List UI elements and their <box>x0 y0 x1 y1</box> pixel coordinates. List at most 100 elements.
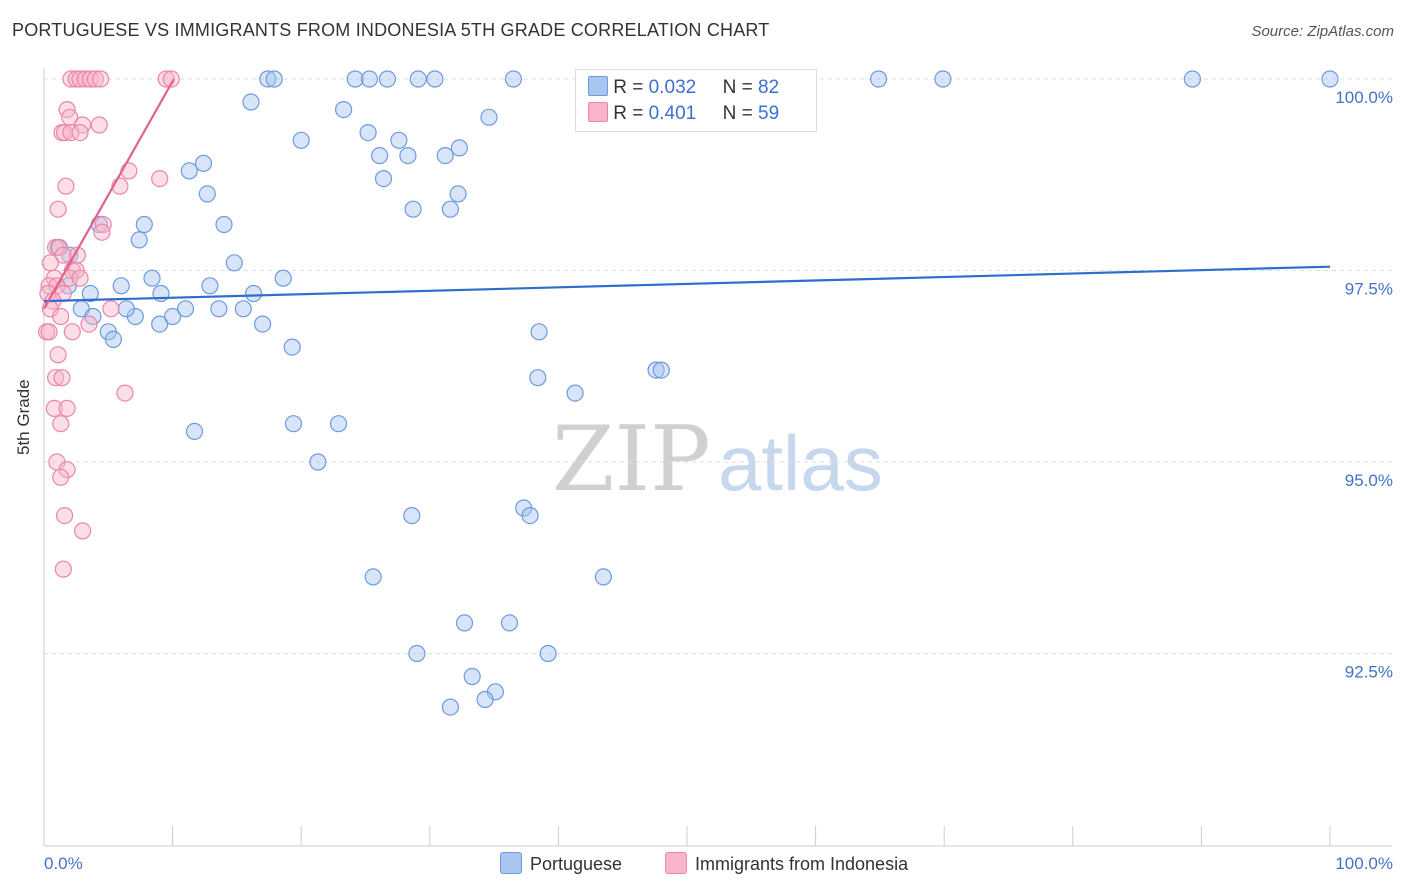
legend-r-value: 0.032 <box>648 77 697 98</box>
portuguese-point <box>265 70 283 88</box>
portuguese-point <box>408 644 426 663</box>
portuguese-point <box>594 568 613 586</box>
y-tick-label: 100.0% <box>1335 88 1393 107</box>
portuguese-point <box>476 690 494 709</box>
indonesia-point <box>45 399 63 417</box>
legend-r-label: R = <box>613 103 644 124</box>
indonesia-point <box>53 369 71 387</box>
indonesia-point <box>62 124 80 142</box>
indonesia-point <box>63 323 81 341</box>
indonesia-point <box>157 70 175 88</box>
portuguese-point <box>869 70 888 88</box>
portuguese-point <box>176 300 195 318</box>
watermark-atlas: atlas <box>718 419 883 507</box>
portuguese-point <box>647 361 665 379</box>
portuguese-point <box>117 300 135 318</box>
indonesia-point <box>57 177 75 195</box>
indonesia-point <box>120 162 138 180</box>
trend-lines <box>43 78 1331 310</box>
legend-n-label: N = <box>722 77 753 98</box>
indonesia-point <box>102 300 120 318</box>
correlation-legend: R = 0.032 N = 82 R = 0.401 N = 59 <box>575 69 817 132</box>
portuguese-point <box>274 269 292 287</box>
indonesia-point <box>52 307 70 326</box>
portuguese-point <box>135 215 153 234</box>
series-indonesia-points <box>37 70 180 578</box>
legend-swatch-indonesia <box>665 852 687 874</box>
legend-swatch-indonesia <box>588 102 608 122</box>
portuguese-point <box>566 384 584 402</box>
y-tick-label: 95.0% <box>1345 471 1393 490</box>
indonesia-point <box>52 468 70 486</box>
indonesia-point <box>54 560 72 578</box>
portuguese-point <box>441 200 459 218</box>
portuguese-point <box>426 70 444 88</box>
portuguese-point <box>201 277 219 295</box>
portuguese-point <box>81 284 99 303</box>
portuguese-point <box>378 70 396 88</box>
indonesia-point <box>49 200 67 218</box>
portuguese-point <box>504 70 523 88</box>
x-tick-label: 100.0% <box>1335 854 1393 873</box>
indonesia-point <box>68 246 87 264</box>
portuguese-point <box>225 254 243 272</box>
indonesia-point <box>73 522 92 540</box>
portuguese-point <box>359 124 377 142</box>
portuguese-point <box>151 315 169 333</box>
portuguese-point <box>441 698 459 716</box>
indonesia-point <box>91 70 110 88</box>
portuguese-point <box>455 614 474 632</box>
axes <box>43 68 1392 847</box>
indonesia-point <box>151 170 169 188</box>
indonesia-point <box>50 238 69 257</box>
legend-label-indonesia: Immigrants from Indonesia <box>695 854 909 874</box>
portuguese-point <box>245 284 263 303</box>
portuguese-point <box>371 147 389 165</box>
x-tick-labels: 0.0% 100.0% <box>44 854 1393 873</box>
legend-r-label: R = <box>613 77 644 98</box>
portuguese-point <box>309 453 327 471</box>
portuguese-point <box>360 70 378 88</box>
portuguese-point <box>530 323 548 341</box>
portuguese-point <box>254 315 272 333</box>
indonesia-point <box>116 384 134 402</box>
portuguese-point <box>500 614 519 632</box>
portuguese-point <box>242 93 260 111</box>
y-tick-label: 97.5% <box>1345 280 1393 299</box>
portuguese-point <box>180 162 198 180</box>
indonesia-point <box>71 124 89 142</box>
portuguese-point <box>390 131 408 149</box>
portuguese-point <box>404 200 422 218</box>
portuguese-point <box>283 338 301 356</box>
portuguese-point <box>403 506 421 525</box>
portuguese-point <box>652 361 670 379</box>
legend-r-value: 0.401 <box>648 103 697 124</box>
portuguese-point <box>436 147 454 165</box>
legend-row-indonesia: R = 0.401 N = 59 <box>588 102 779 128</box>
portuguese-point <box>399 147 417 165</box>
indonesia-point <box>40 323 58 341</box>
indonesia-point <box>52 415 70 433</box>
portuguese-point <box>529 369 547 387</box>
indonesia-point <box>46 369 65 387</box>
portuguese-point <box>1183 70 1202 88</box>
portuguese-point <box>234 300 252 318</box>
series-portuguese-points <box>49 70 1339 716</box>
trend-line-indonesia <box>43 78 175 310</box>
source-label: Source: ZipAtlas.com <box>1251 23 1394 40</box>
indonesia-point <box>80 315 98 333</box>
portuguese-point <box>284 415 303 433</box>
portuguese-point <box>185 422 204 440</box>
portuguese-point <box>409 70 427 88</box>
portuguese-point <box>259 70 277 88</box>
indonesia-point <box>54 246 72 264</box>
y-axis-label: 5th Grade <box>14 379 33 455</box>
indonesia-point <box>58 399 76 417</box>
legend-label-portuguese: Portuguese <box>530 854 623 874</box>
legend-n-value: 82 <box>758 77 780 98</box>
legend-swatch-portuguese <box>588 76 608 96</box>
portuguese-point <box>480 108 498 126</box>
portuguese-point <box>112 277 130 295</box>
portuguese-point <box>198 185 216 203</box>
